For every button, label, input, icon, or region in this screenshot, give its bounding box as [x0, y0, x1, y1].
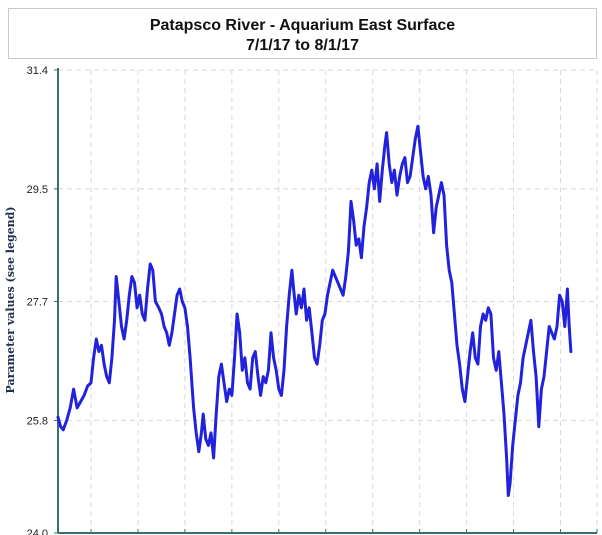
y-tick-label: 27.7 — [27, 297, 48, 309]
axis-layer: 24.0 25.8 27.7 29.5 31.4 — [27, 65, 598, 535]
y-tick-label: 25.8 — [27, 415, 48, 427]
y-tick-label: 24.0 — [27, 528, 48, 535]
chart-title-box: Patapsco River - Aquarium East Surface 7… — [8, 8, 597, 59]
y-tick-label: 31.4 — [27, 65, 48, 77]
chart-subtitle: 7/1/17 to 8/1/17 — [246, 37, 359, 54]
series-line — [56, 124, 573, 497]
y-axis-label: Parameter values (see legend) — [4, 206, 17, 393]
chart-title: Patapsco River - Aquarium East Surface — [149, 17, 456, 34]
y-tick-label: 29.5 — [27, 184, 48, 196]
series-layer — [56, 124, 573, 497]
